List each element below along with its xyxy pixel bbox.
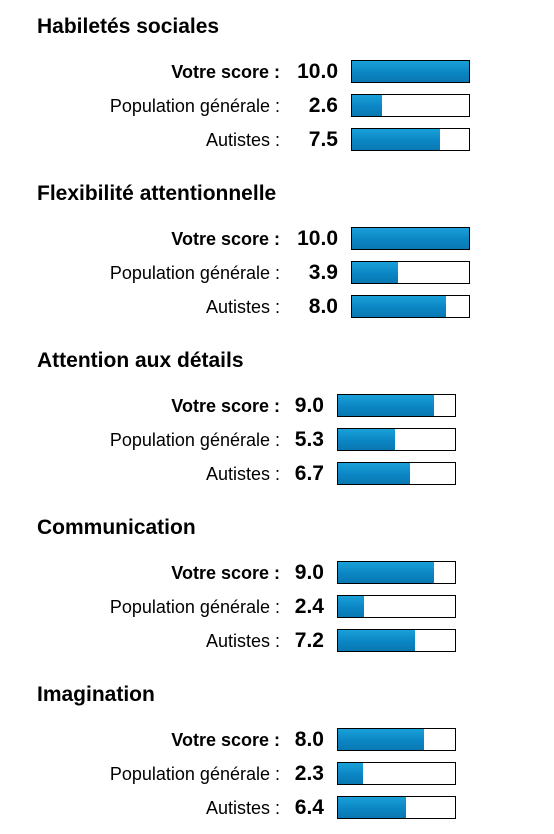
row-label: Votre score : — [171, 62, 280, 82]
row-value: 9.0 — [294, 394, 324, 417]
bar-fill — [338, 630, 415, 651]
row-autistes: Autistes : 6.4 — [0, 795, 554, 821]
row-label: Autistes : — [205, 631, 280, 651]
row-value: 2.3 — [294, 762, 324, 785]
row-value: 6.4 — [294, 796, 324, 819]
row-label: Population générale : — [109, 263, 280, 283]
row-value: 5.3 — [294, 428, 324, 451]
row-votre-score: Votre score : 10.0 — [0, 226, 554, 252]
bar-fill — [338, 463, 410, 484]
row-label: Votre score : — [171, 563, 280, 583]
row-value: 7.2 — [294, 629, 324, 652]
bar-fill — [338, 429, 395, 450]
bar-fill — [338, 562, 434, 583]
bar-track — [337, 561, 456, 584]
section-title: Imagination — [37, 683, 155, 706]
row-value: 9.0 — [294, 561, 324, 584]
row-value: 10.0 — [297, 60, 338, 83]
row-label: Votre score : — [171, 730, 280, 750]
bar-fill — [352, 61, 469, 82]
row-value: 3.9 — [308, 261, 338, 284]
row-population-generale: Population générale : 2.3 — [0, 761, 554, 787]
row-value: 8.0 — [308, 295, 338, 318]
row-population-generale: Population générale : 3.9 — [0, 260, 554, 286]
row-votre-score: Votre score : 9.0 — [0, 560, 554, 586]
row-label: Votre score : — [171, 229, 280, 249]
row-label: Votre score : — [171, 396, 280, 416]
row-autistes: Autistes : 8.0 — [0, 294, 554, 320]
bar-track — [337, 629, 456, 652]
bar-track — [337, 394, 456, 417]
section-title: Flexibilité attentionnelle — [37, 182, 277, 205]
bar-fill — [338, 596, 364, 617]
row-label: Population générale : — [109, 96, 280, 116]
bar-track — [337, 428, 456, 451]
section-title: Attention aux détails — [37, 349, 244, 372]
row-value: 2.6 — [308, 94, 338, 117]
bar-fill — [352, 296, 446, 317]
row-votre-score: Votre score : 10.0 — [0, 59, 554, 85]
row-autistes: Autistes : 7.5 — [0, 127, 554, 153]
bar-fill — [352, 262, 398, 283]
row-value: 8.0 — [294, 728, 324, 751]
row-label: Autistes : — [205, 297, 280, 317]
row-population-generale: Population générale : 2.6 — [0, 93, 554, 119]
section-title: Habiletés sociales — [37, 15, 220, 38]
bar-track — [351, 94, 470, 117]
row-population-generale: Population générale : 5.3 — [0, 427, 554, 453]
row-label: Autistes : — [205, 464, 280, 484]
bar-fill — [338, 395, 434, 416]
bar-fill — [338, 797, 406, 818]
row-label: Population générale : — [109, 764, 280, 784]
bar-track — [351, 261, 470, 284]
bar-track — [351, 128, 470, 151]
bar-track — [337, 595, 456, 618]
bar-track — [337, 462, 456, 485]
bar-fill — [338, 729, 424, 750]
row-value: 7.5 — [308, 128, 338, 151]
row-label: Population générale : — [109, 430, 280, 450]
row-value: 10.0 — [297, 227, 338, 250]
row-autistes: Autistes : 7.2 — [0, 628, 554, 654]
bar-fill — [352, 95, 382, 116]
row-label: Autistes : — [205, 798, 280, 818]
bar-fill — [338, 763, 363, 784]
row-label: Autistes : — [205, 130, 280, 150]
row-label: Population générale : — [109, 597, 280, 617]
bar-track — [351, 60, 470, 83]
row-value: 6.7 — [294, 462, 324, 485]
bar-track — [337, 728, 456, 751]
bar-track — [337, 796, 456, 819]
row-autistes: Autistes : 6.7 — [0, 461, 554, 487]
row-value: 2.4 — [294, 595, 324, 618]
bar-track — [351, 227, 470, 250]
row-votre-score: Votre score : 8.0 — [0, 727, 554, 753]
row-votre-score: Votre score : 9.0 — [0, 393, 554, 419]
bar-fill — [352, 228, 469, 249]
bar-track — [337, 762, 456, 785]
bar-fill — [352, 129, 440, 150]
section-title: Communication — [37, 516, 196, 539]
row-population-generale: Population générale : 2.4 — [0, 594, 554, 620]
bar-track — [351, 295, 470, 318]
